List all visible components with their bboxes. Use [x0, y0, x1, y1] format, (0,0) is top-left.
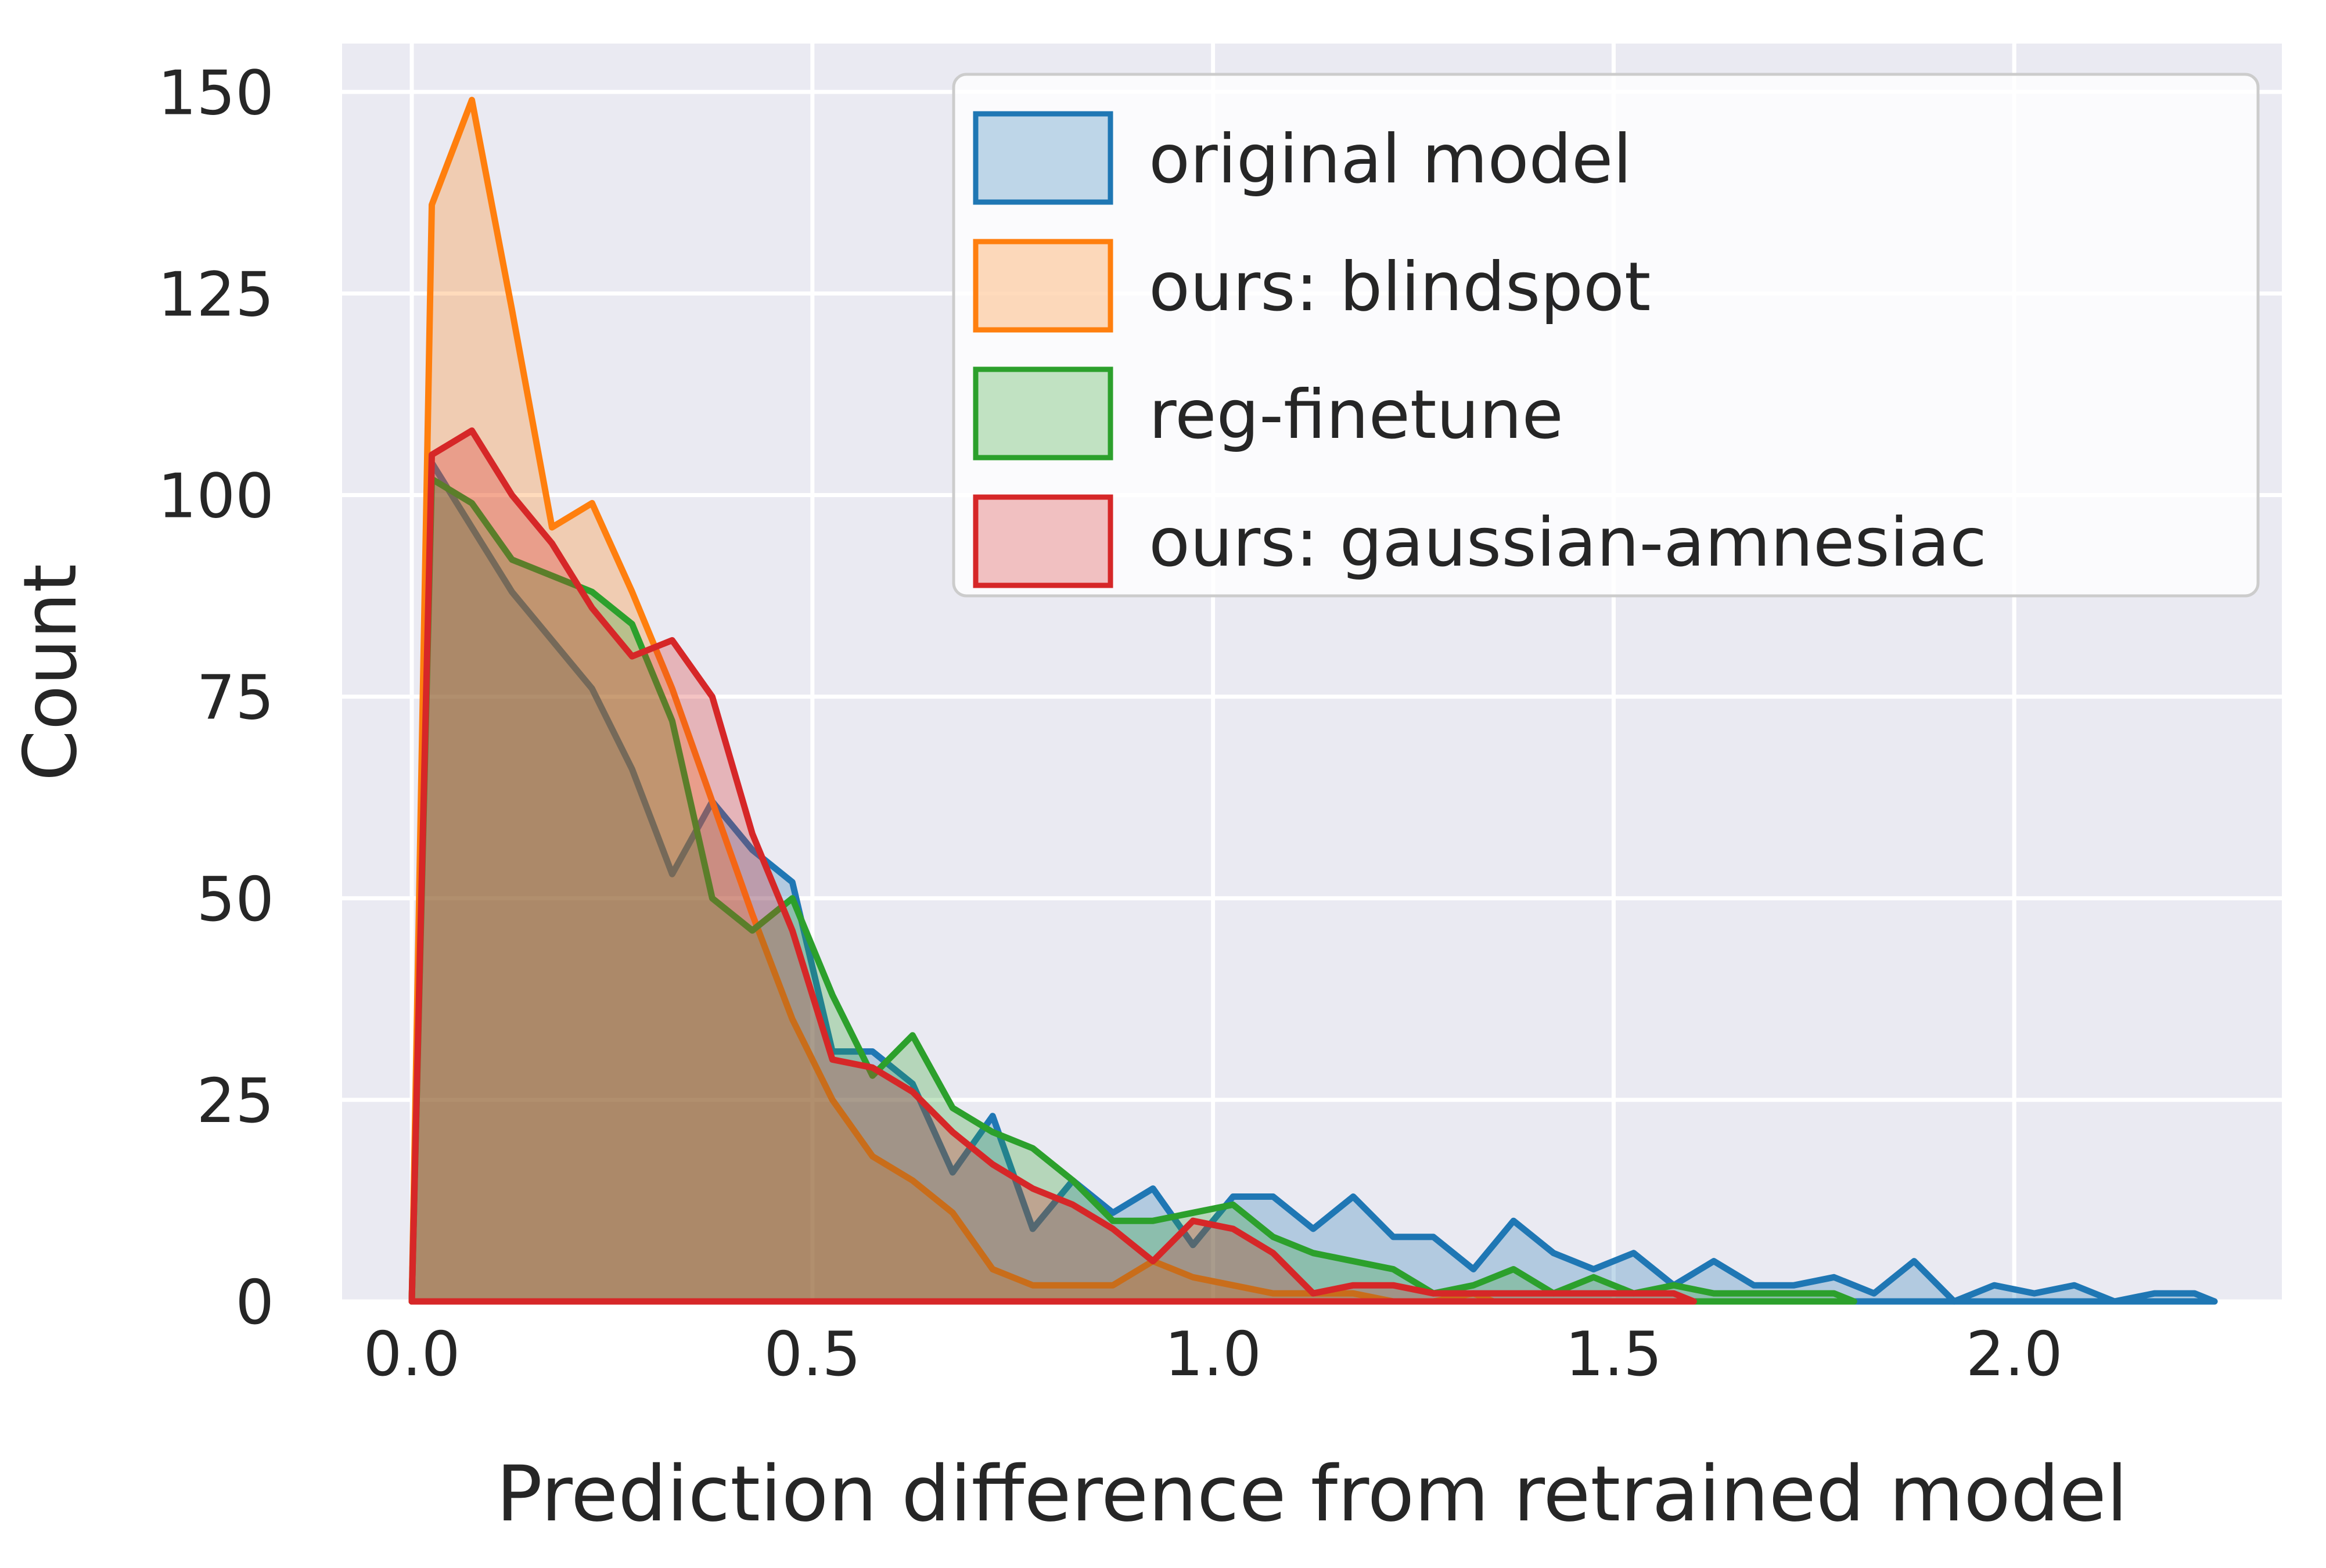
legend-swatch-3: [973, 366, 1113, 461]
legend-label-2: ours: blindspot: [1149, 248, 1651, 326]
y-tick-labels: 0 25 50 75 100 125 150: [158, 57, 274, 1338]
series-original-model: [408, 459, 2218, 1305]
x-tick-labels: 0.0 0.5 1.0 1.5 2.0: [364, 1319, 2063, 1390]
legend-swatch-4: [973, 494, 1113, 588]
legend: original model ours: blindspot reg-finetun…: [952, 73, 2260, 598]
x-tick-label: 0.0: [364, 1319, 461, 1390]
x-tick-label: 1.0: [1164, 1319, 1261, 1390]
legend-label-4: ours: gaussian-amnesiac: [1149, 504, 1987, 582]
y-tick-label: 100: [158, 461, 274, 532]
legend-label-3: reg-finetune: [1149, 376, 1563, 454]
gridlines: [342, 44, 2282, 1304]
y-tick-label: 25: [196, 1066, 274, 1137]
x-tick-label: 1.5: [1565, 1319, 1662, 1390]
x-tick-label: 0.5: [764, 1319, 861, 1390]
legend-swatch-2: [973, 239, 1113, 333]
series-ours-gaussian-amnesiac: [408, 427, 1697, 1305]
legend-swatch-1: [973, 111, 1113, 205]
y-tick-label: 50: [196, 864, 274, 935]
x-axis-label: Prediction difference from retrained mod…: [496, 1450, 2127, 1539]
legend-frame: [952, 73, 2260, 598]
y-tick-label: 125: [158, 259, 274, 330]
legend-items: original model ours: blindspot reg-finetun…: [973, 111, 1987, 588]
legend-label-1: original model: [1149, 120, 1632, 199]
y-tick-label: 75: [196, 663, 274, 733]
y-tick-label: 150: [158, 57, 274, 128]
series-layer: [408, 96, 2218, 1305]
y-axis-label: Count: [8, 564, 93, 781]
series-ours-blindspot: [408, 96, 1497, 1305]
x-tick-label: 2.0: [1966, 1319, 2063, 1390]
y-tick-label: 0: [235, 1267, 274, 1338]
series-reg-finetune: [408, 476, 1857, 1305]
